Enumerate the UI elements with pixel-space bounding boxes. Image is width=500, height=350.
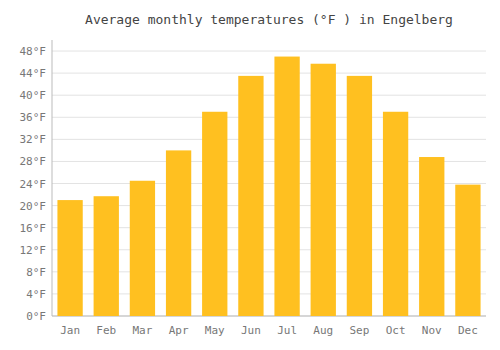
x-tick-label: Aug xyxy=(313,324,333,337)
x-tick-label: Jan xyxy=(60,324,80,337)
bar xyxy=(202,112,227,316)
y-tick-label: 48°F xyxy=(20,45,47,58)
y-tick-label: 40°F xyxy=(20,89,47,102)
y-tick-label: 0°F xyxy=(26,310,46,323)
bar xyxy=(166,150,191,316)
bar xyxy=(455,185,480,316)
y-tick-label: 4°F xyxy=(26,288,46,301)
y-tick-label: 8°F xyxy=(26,266,46,279)
bars xyxy=(57,57,480,316)
x-tick-label: Jun xyxy=(241,324,261,337)
grid-line xyxy=(52,95,486,96)
chart: 0°F 4°F 8°F 12°F 16°F 20°F 24°F 28°F 32°F 36°F 40°… xyxy=(0,0,500,350)
x-ticks: Jan Feb Mar Apr May Jun Jul Aug Sep Oct Nov Dec xyxy=(60,324,478,337)
x-tick-label: Mar xyxy=(132,324,152,337)
x-tick-label: Nov xyxy=(422,324,442,337)
y-tick-label: 24°F xyxy=(20,178,47,191)
x-tick-label: Apr xyxy=(169,324,189,337)
y-tick-label: 20°F xyxy=(20,200,47,213)
x-tick-label: Oct xyxy=(386,324,406,337)
bar xyxy=(94,196,119,316)
y-ticks: 0°F 4°F 8°F 12°F 16°F 20°F 24°F 28°F 32°F 36°F 40°… xyxy=(20,45,47,323)
y-tick-label: 16°F xyxy=(20,222,47,235)
x-tick-label: Sep xyxy=(349,324,369,337)
grid-line xyxy=(52,117,486,118)
bar xyxy=(383,112,408,316)
y-tick-label: 28°F xyxy=(20,155,47,168)
grid-line xyxy=(52,51,486,52)
bar xyxy=(419,157,444,316)
bar xyxy=(274,57,299,316)
bar xyxy=(130,181,155,316)
y-grid xyxy=(52,51,486,316)
bar xyxy=(311,64,336,316)
grid-line xyxy=(52,73,486,74)
y-axis-line xyxy=(52,40,53,316)
bar xyxy=(57,200,82,316)
title: Average monthly temperatures (°F ) in En… xyxy=(85,12,453,27)
y-tick-label: 44°F xyxy=(20,67,47,80)
x-tick-label: Jul xyxy=(277,324,297,337)
y-tick-label: 12°F xyxy=(20,244,47,257)
y-tick-label: 32°F xyxy=(20,133,47,146)
chart-container: 0°F 4°F 8°F 12°F 16°F 20°F 24°F 28°F 32°F 36°F 40°… xyxy=(0,0,500,350)
bar xyxy=(347,76,372,316)
bar xyxy=(238,76,263,316)
x-tick-label: Feb xyxy=(96,324,116,337)
grid-line xyxy=(52,139,486,140)
x-tick-label: Dec xyxy=(458,324,478,337)
y-tick-label: 36°F xyxy=(20,111,47,124)
x-tick-label: May xyxy=(205,324,225,337)
